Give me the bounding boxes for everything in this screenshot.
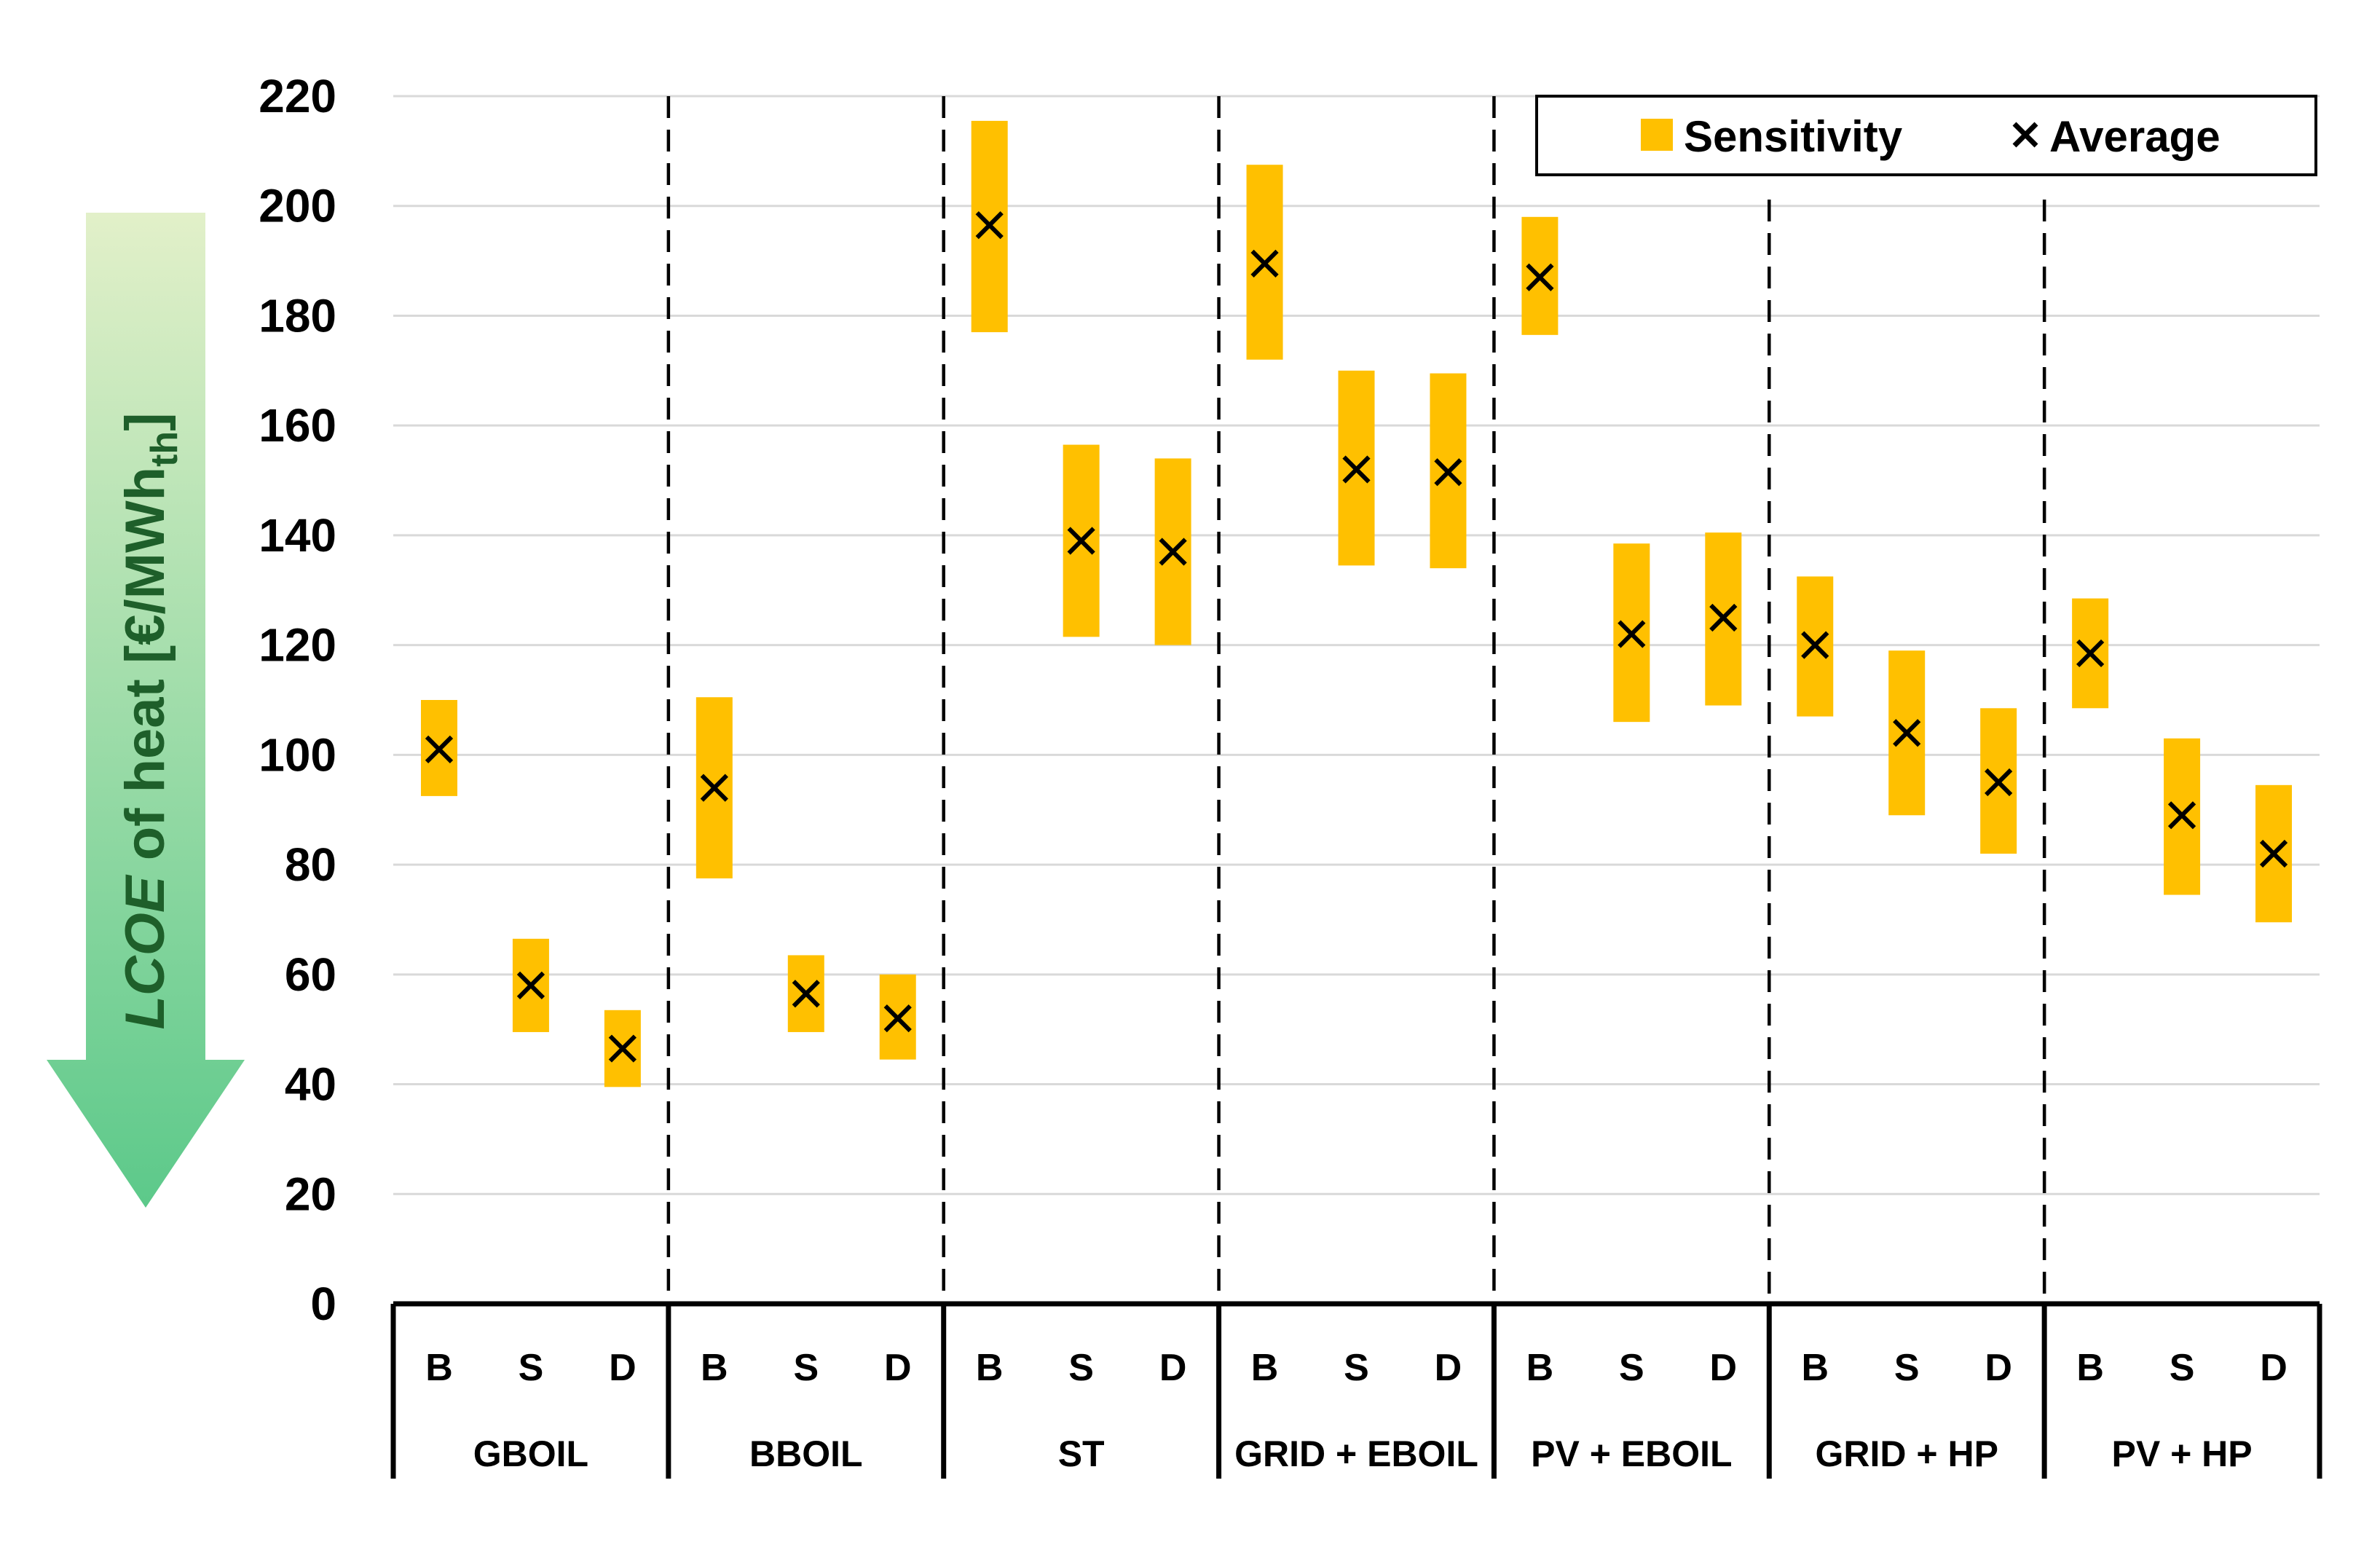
average-marker	[975, 211, 1004, 240]
y-tick-label: 20	[285, 1168, 336, 1220]
category-label: S	[1619, 1347, 1644, 1389]
category-label: S	[1344, 1347, 1369, 1389]
y-tick-label: 140	[259, 509, 336, 562]
group-label: PV + HP	[2112, 1433, 2253, 1474]
average-marker	[883, 1004, 912, 1033]
average-marker	[1893, 719, 1921, 747]
category-label: D	[1710, 1347, 1738, 1389]
average-marker	[1617, 620, 1646, 648]
average-markers	[425, 211, 2288, 1063]
legend-label-average: Average	[2049, 112, 2221, 161]
y-tick-label: 180	[259, 289, 336, 342]
category-label: B	[701, 1347, 728, 1389]
category-labels: B S D GBOIL B S D BBOIL B S D ST B S D GRID + EBOIL B S D P…	[425, 1347, 2288, 1474]
category-label: D	[2260, 1347, 2288, 1389]
average-marker	[1067, 527, 1095, 555]
average-marker	[1709, 603, 1738, 632]
y-tick-label: 200	[259, 180, 336, 232]
category-label: B	[1526, 1347, 1554, 1389]
average-marker	[700, 774, 728, 802]
group-label: ST	[1058, 1433, 1105, 1474]
group-label: BBOIL	[749, 1433, 863, 1474]
average-marker	[2167, 801, 2196, 830]
category-label: D	[1985, 1347, 2012, 1389]
y-tick-label: 220	[259, 70, 336, 122]
down-arrow-icon	[47, 213, 245, 1208]
category-label: D	[1159, 1347, 1187, 1389]
average-marker	[1985, 768, 2013, 797]
average-marker	[1159, 538, 1187, 566]
category-label: B	[425, 1347, 453, 1389]
average-marker	[425, 735, 454, 763]
category-label: S	[519, 1347, 544, 1389]
gridlines	[393, 95, 2320, 1195]
category-label: D	[884, 1347, 912, 1389]
category-label: S	[2170, 1347, 2195, 1389]
category-label: S	[1068, 1347, 1094, 1389]
legend-label-sensitivity: Sensitivity	[1684, 112, 1903, 161]
group-label: PV + EBOIL	[1531, 1433, 1732, 1474]
category-label: S	[793, 1347, 819, 1389]
category-label: D	[1435, 1347, 1462, 1389]
average-marker	[1434, 458, 1462, 487]
average-marker	[516, 971, 545, 1000]
sensitivity-ranges	[420, 120, 2293, 1087]
y-axis-label: LCOE of heat [€/MWhth]	[114, 412, 186, 1029]
y-tick-label: 0	[310, 1278, 336, 1330]
legend-swatch-sensitivity	[1641, 119, 1673, 151]
category-label: B	[1251, 1347, 1279, 1389]
category-label: B	[1801, 1347, 1829, 1389]
average-marker	[792, 980, 820, 1008]
category-label: B	[2076, 1347, 2104, 1389]
category-axis	[390, 1301, 2322, 1479]
group-dividers	[666, 96, 2046, 1304]
y-tick-label: 120	[259, 619, 336, 672]
category-label: B	[976, 1347, 1004, 1389]
legend: Sensitivity Average	[1535, 95, 2317, 176]
category-label: D	[609, 1347, 637, 1389]
average-marker	[1801, 631, 1829, 659]
average-marker	[608, 1034, 637, 1063]
average-marker	[1526, 263, 1554, 291]
category-label: S	[1894, 1347, 1920, 1389]
group-label: GRID + HP	[1815, 1433, 1998, 1474]
y-tick-label: 80	[285, 838, 336, 891]
y-tick-label: 60	[285, 948, 336, 1001]
average-marker	[2076, 639, 2105, 668]
legend-marker-average	[2012, 122, 2038, 148]
average-marker	[1250, 249, 1279, 278]
group-label: GBOIL	[473, 1433, 588, 1474]
average-marker	[1342, 455, 1371, 484]
y-axis-ticks: 0 20 40 60 80 100 120 140 160 180 200 220	[259, 70, 336, 1330]
y-tick-label: 100	[259, 728, 336, 781]
y-tick-label: 40	[285, 1058, 336, 1111]
group-label: GRID + EBOIL	[1234, 1433, 1478, 1474]
y-tick-label: 160	[259, 399, 336, 452]
average-marker	[2259, 839, 2288, 868]
